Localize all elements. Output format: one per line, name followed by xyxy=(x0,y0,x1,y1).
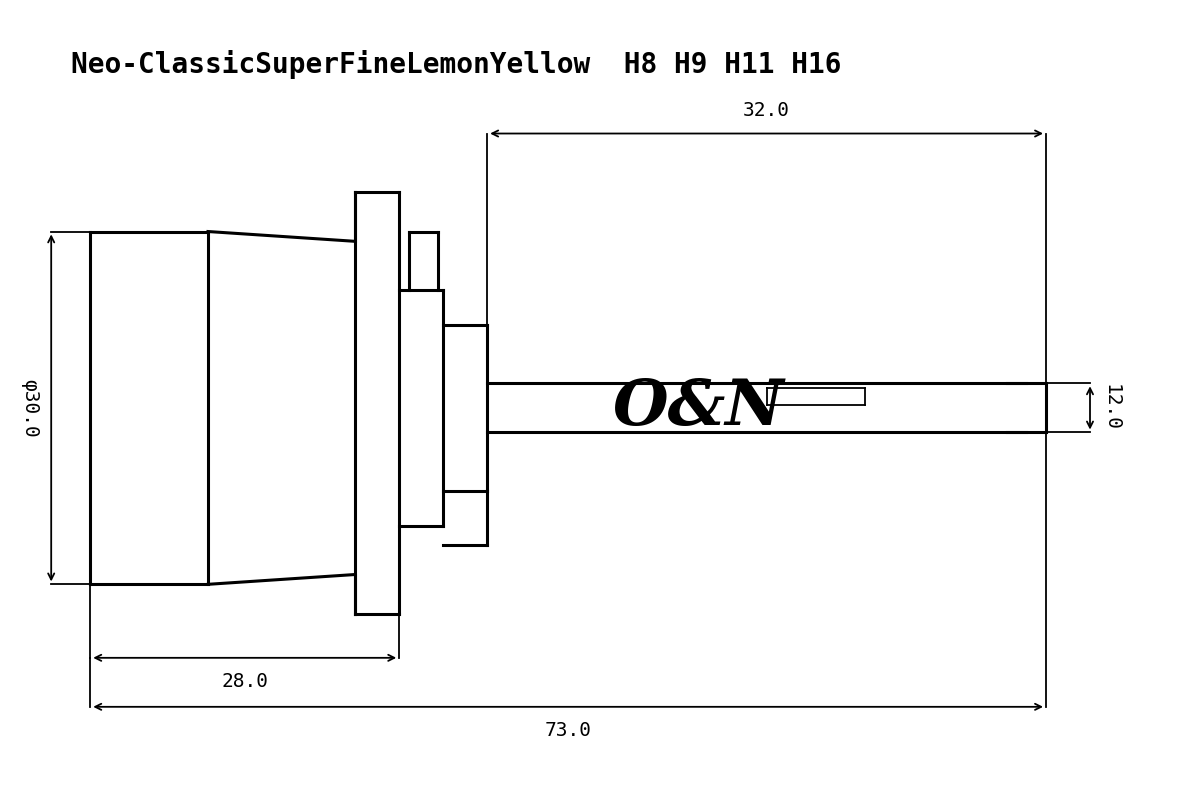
Text: 12.0: 12.0 xyxy=(1102,385,1121,431)
Text: 73.0: 73.0 xyxy=(545,721,592,739)
Text: O&N: O&N xyxy=(612,377,784,439)
Text: φ30.0: φ30.0 xyxy=(20,378,40,437)
Text: 28.0: 28.0 xyxy=(221,671,269,691)
Text: 32.0: 32.0 xyxy=(743,101,790,120)
Text: Neo-ClassicSuperFineLemonYellow  H8 H9 H11 H16: Neo-ClassicSuperFineLemonYellow H8 H9 H1… xyxy=(71,50,841,79)
